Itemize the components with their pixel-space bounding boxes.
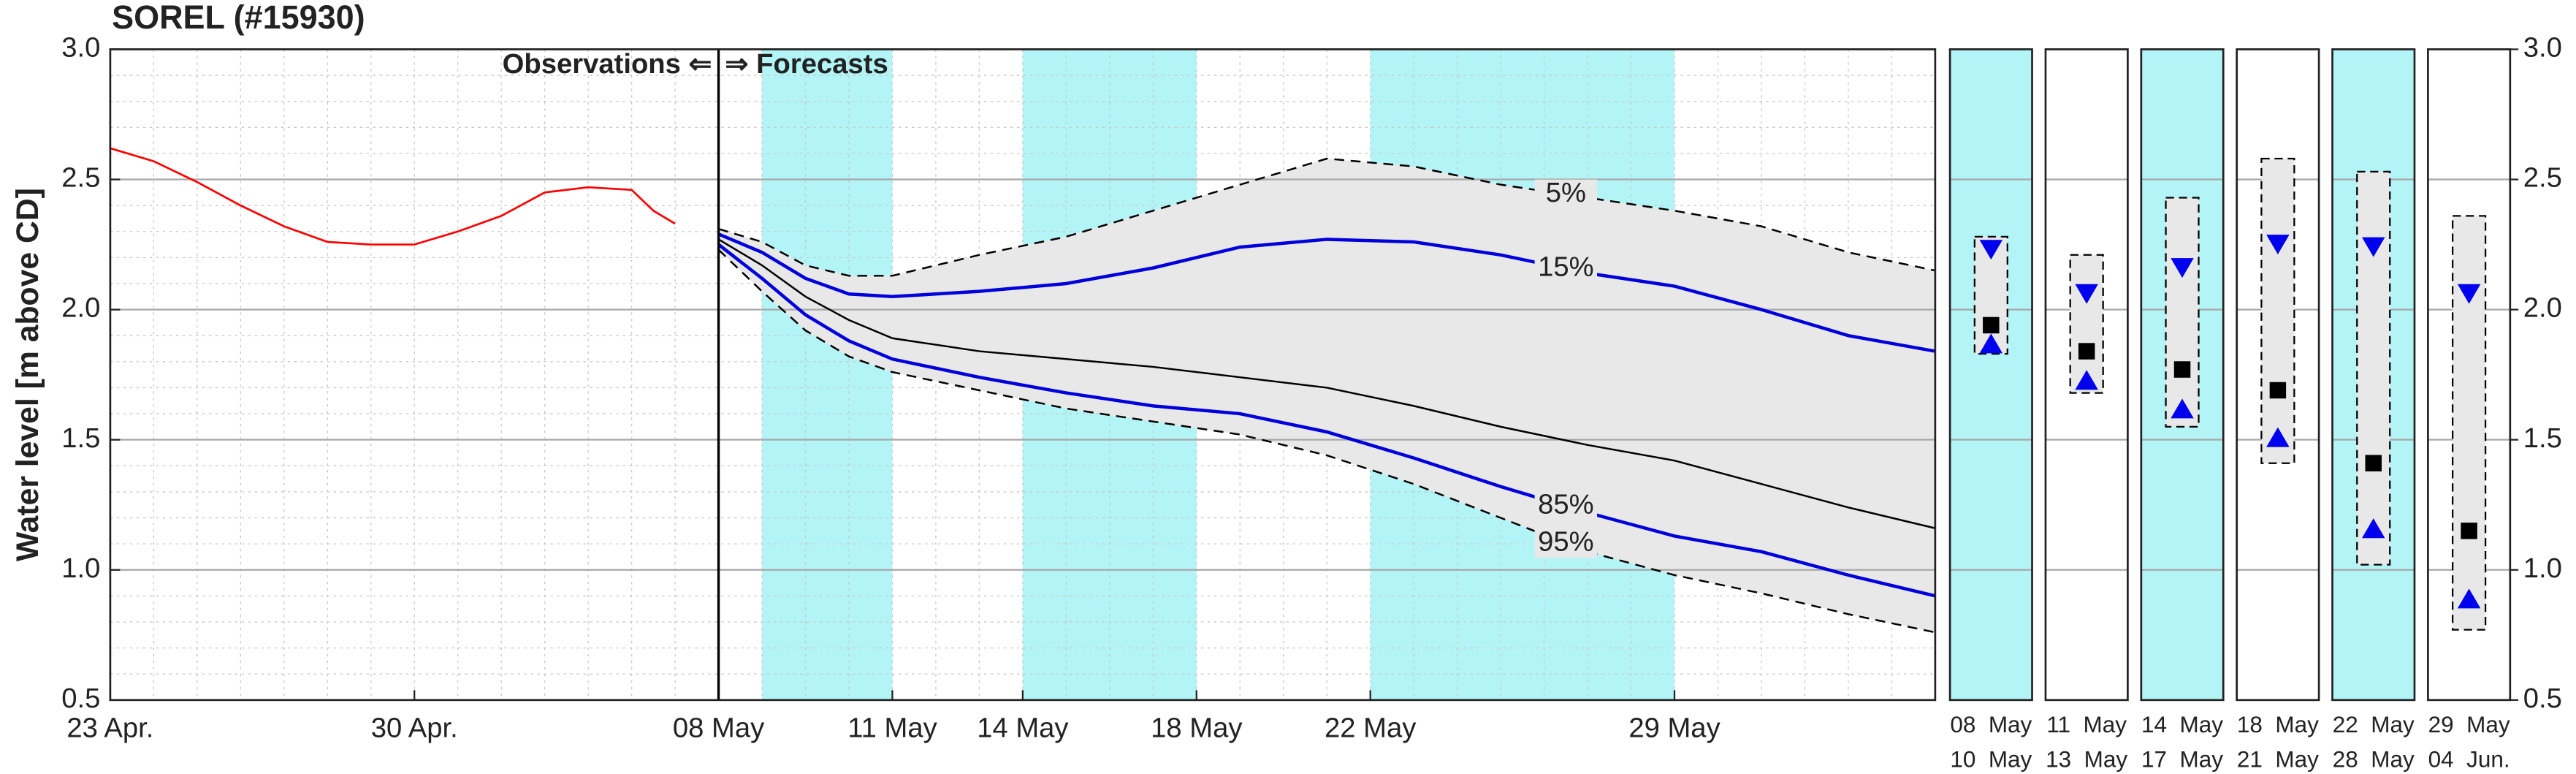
annotation: Observations ⇐ (503, 48, 712, 80)
panel-label: 28 May (2333, 746, 2415, 772)
series-label: 95% (1538, 526, 1594, 557)
upper-marker (2266, 235, 2290, 255)
x-tick-label: 08 May (673, 712, 765, 743)
series-label: 85% (1538, 489, 1594, 520)
plot-frame (109, 48, 1937, 702)
panel-frame (2427, 48, 2512, 702)
y2-tick-label: 2.5 (2523, 162, 2562, 194)
y2-tick-label: 3.0 (2523, 32, 2562, 64)
panel-label: 11 May (2046, 712, 2127, 737)
lower-marker (2362, 518, 2385, 539)
y-tick-label: 2.5 (61, 162, 100, 194)
line (718, 157, 1936, 277)
upper-marker (2457, 284, 2481, 304)
y-axis-label: Water level [m above CD] (10, 188, 45, 561)
range-box (2069, 254, 2104, 394)
median-marker (2461, 523, 2477, 539)
panel-label: 29 May (2428, 712, 2510, 737)
x-tick-label: 22 May (1325, 712, 1417, 743)
panel-frame (2236, 48, 2320, 702)
forecast-envelope (718, 159, 1935, 633)
lower-marker (2457, 588, 2481, 609)
x-tick-label: 23 Apr. (66, 712, 153, 743)
y2-tick-label: 2.0 (2523, 292, 2562, 324)
upper-marker (2171, 258, 2194, 278)
panel-label: 14 May (2141, 712, 2223, 737)
series-label: 15% (1538, 251, 1594, 283)
y2-tick-label: 1.5 (2523, 422, 2562, 454)
y-tick-label: 1.5 (61, 422, 100, 454)
panel-label: 22 May (2333, 712, 2415, 737)
range-box (2165, 197, 2200, 428)
annotation: ⇒ Forecasts (725, 48, 888, 80)
panel-frame (1948, 48, 2033, 702)
panel-label: 10 May (1950, 746, 2032, 772)
x-tick-label: 30 Apr. (371, 712, 458, 743)
week-shade (762, 49, 893, 700)
label-bg (1534, 528, 1598, 558)
panel-label: 13 May (2046, 746, 2127, 772)
range-box (2451, 215, 2487, 631)
panel-frame (2140, 48, 2225, 702)
panel-frame (2044, 48, 2129, 702)
y2-tick-label: 1.0 (2523, 553, 2562, 584)
lower-marker (2266, 427, 2290, 447)
y-tick-label: 2.0 (61, 292, 100, 324)
y-tick-label: 0.5 (61, 683, 100, 714)
upper-marker (1979, 240, 2003, 260)
panel-label: 08 May (1950, 712, 2032, 737)
median-marker (1983, 316, 2000, 334)
line (110, 147, 676, 246)
range-box (2260, 157, 2295, 464)
y-tick-label: 3.0 (61, 32, 100, 64)
chart-title: SOREL (#15930) (112, 0, 365, 36)
line (717, 243, 1936, 598)
median-marker (2269, 382, 2287, 399)
line (717, 248, 1936, 634)
lower-marker (2075, 370, 2098, 390)
x-tick-label: 14 May (977, 712, 1069, 743)
lower-marker (1979, 333, 2003, 354)
lower-marker (2171, 398, 2194, 419)
y-tick-label: 1.0 (61, 553, 100, 584)
upper-marker (2075, 284, 2098, 304)
panel-label: 17 May (2141, 746, 2223, 772)
range-box (2356, 170, 2391, 566)
x-tick-label: 11 May (847, 712, 937, 743)
panel-label: 18 May (2237, 712, 2319, 737)
median-marker (2173, 361, 2191, 378)
panel-shade (1950, 49, 2032, 700)
upper-marker (2362, 237, 2385, 257)
label-bg (1534, 179, 1598, 210)
label-bg (1534, 254, 1598, 284)
x-tick-label: 29 May (1628, 712, 1720, 743)
panel-label: 04 Jun. (2428, 746, 2510, 772)
x-tick-label: 18 May (1151, 712, 1243, 743)
line (717, 232, 1936, 353)
panel-label: 21 May (2237, 746, 2319, 772)
panel-frame (2331, 48, 2416, 702)
y2-tick-label: 0.5 (2523, 683, 2562, 714)
median-marker (2078, 343, 2095, 360)
series-label: 5% (1546, 177, 1586, 208)
label-bg (1534, 491, 1598, 521)
median-marker (2365, 455, 2382, 471)
line (717, 238, 1936, 529)
